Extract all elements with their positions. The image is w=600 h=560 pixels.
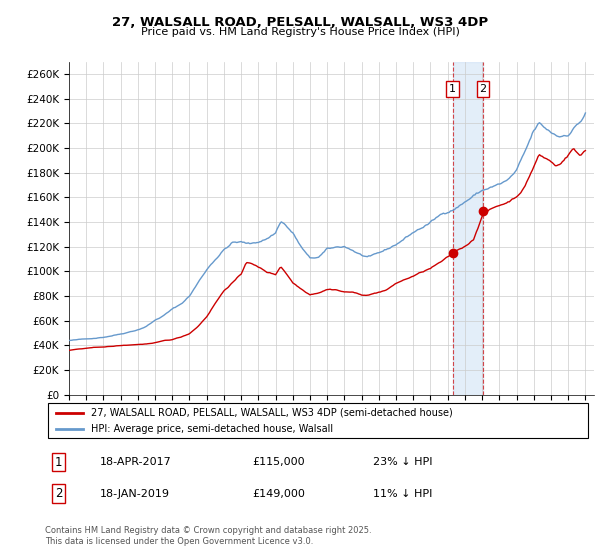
Text: 27, WALSALL ROAD, PELSALL, WALSALL, WS3 4DP (semi-detached house): 27, WALSALL ROAD, PELSALL, WALSALL, WS3 …	[91, 408, 453, 418]
Text: £149,000: £149,000	[253, 488, 305, 498]
Bar	[452, 62, 483, 395]
Text: 18-APR-2017: 18-APR-2017	[100, 457, 172, 467]
Text: 2: 2	[55, 487, 62, 500]
Text: HPI: Average price, semi-detached house, Walsall: HPI: Average price, semi-detached house,…	[91, 424, 334, 434]
FancyBboxPatch shape	[48, 403, 588, 438]
Text: 11% ↓ HPI: 11% ↓ HPI	[373, 488, 432, 498]
Text: 2: 2	[479, 84, 487, 94]
Text: Price paid vs. HM Land Registry's House Price Index (HPI): Price paid vs. HM Land Registry's House …	[140, 27, 460, 37]
Text: 23% ↓ HPI: 23% ↓ HPI	[373, 457, 432, 467]
Text: 18-JAN-2019: 18-JAN-2019	[100, 488, 170, 498]
Text: 27, WALSALL ROAD, PELSALL, WALSALL, WS3 4DP: 27, WALSALL ROAD, PELSALL, WALSALL, WS3 …	[112, 16, 488, 29]
Text: £115,000: £115,000	[253, 457, 305, 467]
Text: 1: 1	[449, 84, 456, 94]
Text: Contains HM Land Registry data © Crown copyright and database right 2025.
This d: Contains HM Land Registry data © Crown c…	[45, 526, 371, 546]
Text: 1: 1	[55, 455, 62, 469]
